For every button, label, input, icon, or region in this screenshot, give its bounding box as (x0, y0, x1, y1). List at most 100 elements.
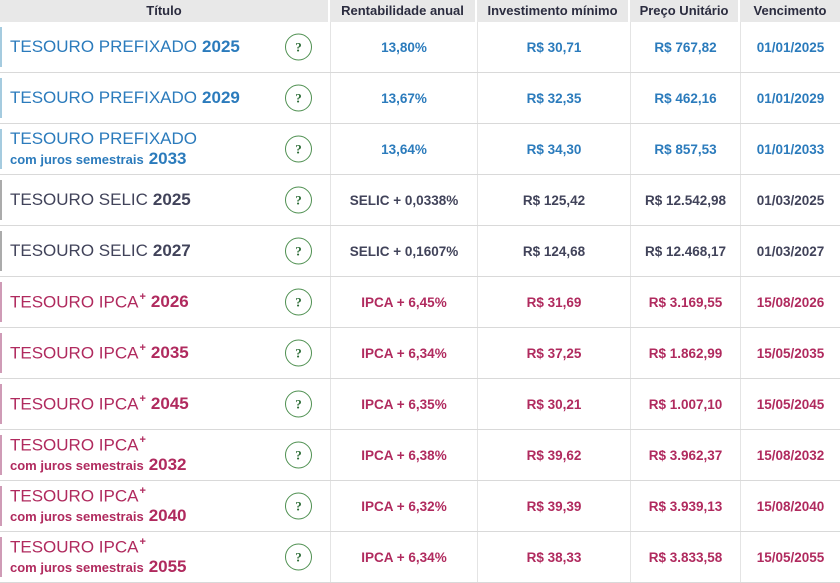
help-button[interactable]: ? (285, 543, 312, 571)
question-icon: ? (295, 345, 302, 360)
help-button[interactable]: ? (285, 390, 312, 418)
question-icon: ? (295, 549, 302, 564)
bond-title-cell: TESOURO PREFIXADO com juros semestrais 203… (0, 124, 330, 174)
min-investment-cell: R$ 38,33 (477, 532, 630, 582)
bond-title-cell: TESOURO IPCA+ 2035? (0, 328, 330, 378)
rate-cell: IPCA + 6,32% (330, 481, 477, 531)
help-button[interactable]: ? (285, 135, 312, 163)
bond-title: TESOURO IPCA+ 2045 (10, 393, 189, 415)
bond-title: TESOURO PREFIXADO 2025 (10, 37, 240, 57)
table-row[interactable]: TESOURO PREFIXADO 2025? 13,80% R$ 30,71 R$ 7… (0, 22, 840, 73)
help-button[interactable]: ? (285, 288, 312, 316)
bond-name: TESOURO IPCA (10, 435, 139, 455)
rate-cell: SELIC + 0,1607% (330, 226, 477, 276)
table-header-row: Título Rentabilidade anual Investimento … (0, 0, 840, 22)
help-button[interactable]: ? (285, 441, 312, 469)
help-button[interactable]: ? (285, 339, 312, 367)
rate-cell: IPCA + 6,45% (330, 277, 477, 327)
bond-year: 2025 (152, 189, 191, 209)
row-accent-bar (0, 384, 2, 424)
maturity-cell: 15/05/2035 (740, 328, 840, 378)
bond-name: TESOURO IPCA (10, 292, 139, 312)
bond-title-line1: TESOURO IPCA+ 2045 (10, 393, 189, 415)
row-accent-bar (0, 333, 2, 373)
bond-name: TESOURO PREFIXADO (10, 87, 198, 107)
bond-title-cell: TESOURO PREFIXADO 2025? (0, 22, 330, 72)
question-icon: ? (295, 396, 302, 411)
bond-title: TESOURO SELIC 2027 (10, 241, 191, 261)
help-button[interactable]: ? (285, 186, 312, 214)
unit-price-cell: R$ 3.833,58 (630, 532, 740, 582)
bond-name: TESOURO IPCA (10, 343, 139, 363)
rate-cell: IPCA + 6,35% (330, 379, 477, 429)
bond-title: TESOURO IPCA+ 2026 (10, 291, 189, 313)
bond-title-cell: TESOURO PREFIXADO 2029? (0, 73, 330, 123)
help-button[interactable]: ? (285, 492, 312, 520)
column-header-rentabilidade: Rentabilidade anual (330, 0, 477, 22)
unit-price-cell: R$ 12.468,17 (630, 226, 740, 276)
help-button[interactable]: ? (285, 84, 312, 112)
bond-name: TESOURO IPCA (10, 486, 139, 506)
question-icon: ? (295, 90, 302, 105)
unit-price-cell: R$ 1.862,99 (630, 328, 740, 378)
bond-title-line1: TESOURO IPCA+ (10, 535, 187, 558)
bond-subtitle: com juros semestrais (10, 560, 144, 576)
row-accent-bar (0, 231, 2, 271)
table-row[interactable]: TESOURO IPCA+ 2035? IPCA + 6,34% R$ 37,25 R$… (0, 328, 840, 379)
help-button[interactable]: ? (285, 33, 312, 61)
min-investment-cell: R$ 30,21 (477, 379, 630, 429)
bond-year: 2045 (150, 394, 189, 414)
maturity-cell: 15/08/2026 (740, 277, 840, 327)
bond-year: 2055 (148, 557, 187, 577)
row-accent-bar (0, 129, 2, 169)
bond-year: 2040 (148, 506, 187, 526)
table-row[interactable]: TESOURO IPCA+ com juros semestrais 2032? IP… (0, 430, 840, 481)
table-row[interactable]: TESOURO SELIC 2025? SELIC + 0,0338% R$ 125,… (0, 175, 840, 226)
bond-title-line1: TESOURO IPCA+ (10, 484, 187, 507)
rate-cell: SELIC + 0,0338% (330, 175, 477, 225)
plus-superscript: + (139, 341, 146, 354)
bond-name: TESOURO IPCA (10, 537, 139, 557)
table-row[interactable]: TESOURO PREFIXADO com juros semestrais 203… (0, 124, 840, 175)
plus-superscript: + (139, 535, 146, 548)
maturity-cell: 01/01/2029 (740, 73, 840, 123)
help-button[interactable]: ? (285, 237, 312, 265)
table-row[interactable]: TESOURO SELIC 2027? SELIC + 0,1607% R$ 124,… (0, 226, 840, 277)
maturity-cell: 01/01/2033 (740, 124, 840, 174)
bond-title: TESOURO IPCA+ com juros semestrais 2055 (10, 535, 187, 578)
min-investment-cell: R$ 32,35 (477, 73, 630, 123)
plus-superscript: + (139, 484, 146, 497)
plus-superscript: + (139, 433, 146, 446)
bond-title-line1: TESOURO PREFIXADO (10, 129, 197, 149)
bond-title-cell: TESOURO IPCA+ com juros semestrais 2032? (0, 430, 330, 480)
rate-cell: 13,80% (330, 22, 477, 72)
row-accent-bar (0, 486, 2, 526)
bond-title: TESOURO IPCA+ com juros semestrais 2040 (10, 484, 187, 527)
table-row[interactable]: TESOURO IPCA+ 2045? IPCA + 6,35% R$ 30,21 R$… (0, 379, 840, 430)
bond-title-line1: TESOURO IPCA+ 2026 (10, 291, 189, 313)
bond-name: TESOURO SELIC (10, 240, 148, 260)
question-icon: ? (295, 447, 302, 462)
bond-title-line2: com juros semestrais 2032 (10, 455, 187, 475)
column-header-preco: Preço Unitário (630, 0, 740, 22)
column-header-titulo: Título (0, 0, 330, 22)
table-row[interactable]: TESOURO IPCA+ com juros semestrais 2040? IP… (0, 481, 840, 532)
maturity-cell: 15/05/2055 (740, 532, 840, 582)
bond-year: 2026 (150, 292, 189, 312)
unit-price-cell: R$ 3.169,55 (630, 277, 740, 327)
min-investment-cell: R$ 125,42 (477, 175, 630, 225)
table-row[interactable]: TESOURO PREFIXADO 2029? 13,67% R$ 32,35 R$ 4… (0, 73, 840, 124)
unit-price-cell: R$ 1.007,10 (630, 379, 740, 429)
bond-title-line2: com juros semestrais 2040 (10, 506, 187, 526)
bond-title-cell: TESOURO IPCA+ com juros semestrais 2040? (0, 481, 330, 531)
rate-cell: IPCA + 6,34% (330, 532, 477, 582)
rate-cell: 13,67% (330, 73, 477, 123)
table-row[interactable]: TESOURO IPCA+ 2026? IPCA + 6,45% R$ 31,69 R$… (0, 277, 840, 328)
bond-subtitle: com juros semestrais (10, 458, 144, 474)
bond-title: TESOURO IPCA+ 2035 (10, 341, 189, 364)
table-row[interactable]: TESOURO IPCA+ com juros semestrais 2055? IP… (0, 532, 840, 583)
question-icon: ? (295, 294, 302, 309)
bond-name: TESOURO PREFIXADO (10, 36, 198, 56)
min-investment-cell: R$ 30,71 (477, 22, 630, 72)
